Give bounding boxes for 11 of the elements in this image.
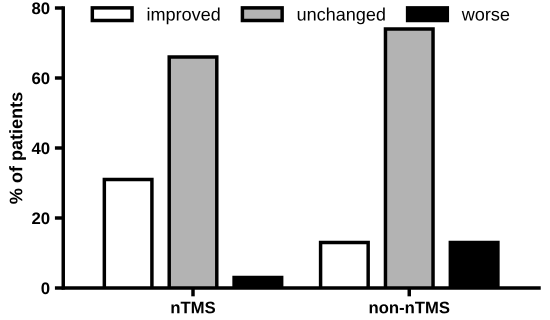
y-tick-label: 80 (32, 2, 50, 14)
x-tick-label: non-nTMS (370, 302, 450, 314)
x-tick-label: nTMS (171, 302, 216, 314)
y-tick-label: 0 (41, 282, 50, 294)
legend-label: unchanged (298, 7, 385, 24)
y-tick-label: 60 (32, 72, 50, 84)
legend-label: worse (462, 10, 510, 21)
legend-label: improved (148, 7, 220, 24)
y-axis-title: % of patients (9, 92, 26, 204)
y-tick-label: 40 (32, 142, 50, 154)
y-tick-label: 20 (32, 212, 50, 224)
